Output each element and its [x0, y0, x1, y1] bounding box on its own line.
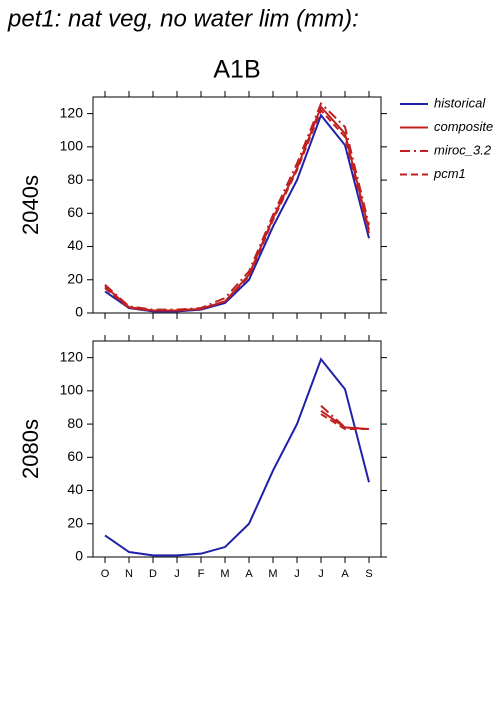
y-axis-label: 2040s — [18, 175, 43, 235]
series-line — [104, 101, 370, 311]
y-tick-label: 0 — [75, 304, 83, 320]
legend-label: composite — [434, 119, 493, 134]
x-tick-label: A — [341, 568, 349, 580]
y-tick-label: 80 — [67, 171, 83, 187]
y-tick-label: 60 — [67, 448, 83, 464]
series-line — [104, 113, 370, 313]
y-tick-label: 60 — [67, 204, 83, 220]
y-tick-label: 20 — [67, 514, 83, 530]
series-line — [320, 405, 370, 431]
x-tick-label: J — [294, 568, 300, 580]
legend-label: miroc_3.2 — [434, 142, 492, 157]
x-tick-label: S — [365, 568, 372, 580]
x-tick-label: A — [245, 568, 253, 580]
subtitle: A1B — [213, 56, 260, 84]
x-tick-label: D — [149, 568, 157, 580]
x-tick-label: O — [101, 568, 110, 580]
y-axis-label: 2080s — [18, 419, 43, 479]
plot-frame — [92, 96, 382, 314]
y-tick-label: 120 — [60, 104, 84, 120]
figure-title: pet1: nat veg, no water lim (mm): — [7, 5, 359, 32]
x-tick-label: N — [125, 568, 133, 580]
series-line — [104, 105, 370, 312]
series-line — [104, 108, 370, 312]
y-tick-label: 40 — [67, 237, 83, 253]
y-tick-label: 20 — [67, 270, 83, 286]
series-line — [320, 409, 370, 431]
series-line — [320, 413, 369, 431]
x-tick-label: J — [174, 568, 180, 580]
y-tick-label: 100 — [60, 138, 84, 154]
x-tick-label: M — [268, 568, 277, 580]
series-line — [104, 357, 370, 557]
plot-frame — [92, 340, 382, 558]
legend-label: historical — [434, 95, 486, 110]
y-tick-label: 120 — [60, 348, 84, 364]
x-tick-label: J — [318, 568, 324, 580]
y-tick-label: 0 — [75, 548, 83, 564]
y-tick-label: 80 — [67, 415, 83, 431]
x-tick-label: F — [198, 568, 205, 580]
y-tick-label: 100 — [60, 382, 84, 398]
y-tick-label: 40 — [67, 481, 83, 497]
legend-label: pcm1 — [433, 166, 466, 181]
x-tick-label: M — [220, 568, 229, 580]
